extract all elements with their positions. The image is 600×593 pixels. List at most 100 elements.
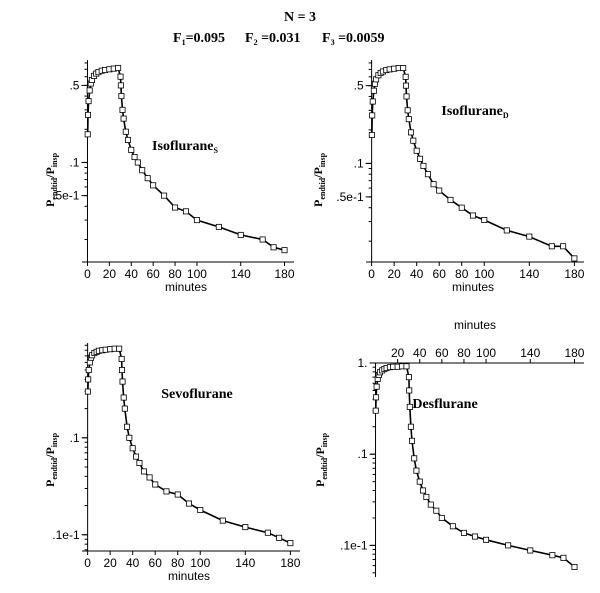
x-tick-label: 140 xyxy=(520,346,540,360)
x-tick-label: 40 xyxy=(410,267,424,281)
data-point xyxy=(436,187,443,194)
data-point xyxy=(139,167,146,174)
x-tick-label: 80 xyxy=(171,556,185,570)
x-tick-label: 20 xyxy=(391,346,405,360)
x-tick-label: 60 xyxy=(149,556,163,570)
x-tick-label: 100 xyxy=(187,267,207,281)
data-point xyxy=(369,98,376,105)
data-point xyxy=(560,554,567,561)
y-tick-label: .5 xyxy=(69,78,79,92)
data-point xyxy=(433,507,440,514)
data-point xyxy=(270,244,277,251)
data-point xyxy=(85,98,92,105)
x-tick-label: 140 xyxy=(519,267,539,281)
data-point xyxy=(118,93,125,100)
x-tick-label: 80 xyxy=(168,267,182,281)
x-tick-label: 20 xyxy=(387,267,401,281)
data-point xyxy=(405,374,412,381)
y-tick-label: .1e-1 xyxy=(52,528,80,542)
data-point xyxy=(430,181,437,188)
data-point xyxy=(527,547,534,554)
data-point xyxy=(420,487,427,494)
data-point xyxy=(571,563,578,570)
x-tick-label: 60 xyxy=(146,267,160,281)
header-n: N = 3 xyxy=(284,10,316,25)
chart-panel-2: 0 20 40 60 80 100 140 180 .5 .1 .5e-1 minutes Isoflu… xyxy=(311,60,585,294)
x-tick-label: 40 xyxy=(126,556,140,570)
data-point xyxy=(136,459,143,466)
data-point xyxy=(368,132,375,139)
data-point xyxy=(119,106,126,113)
data-point xyxy=(197,507,204,514)
y-axis-label: Pendtid/Pinsp xyxy=(43,152,59,207)
data-point xyxy=(276,534,283,541)
x-tick-label: 0 xyxy=(84,556,91,570)
x-axis-label: minutes xyxy=(168,569,210,583)
data-point xyxy=(117,73,124,80)
data-point xyxy=(161,192,168,199)
data-point xyxy=(163,488,170,495)
panel-title: IsofluraneD xyxy=(441,104,508,120)
data-point xyxy=(372,407,379,414)
data-point xyxy=(481,217,488,224)
x-tick-label: 100 xyxy=(476,346,496,360)
y-tick-label: .5 xyxy=(354,79,364,93)
data-point xyxy=(185,500,192,507)
x-tick-label: 80 xyxy=(455,267,469,281)
x-axis-label: minutes xyxy=(452,280,494,294)
data-point xyxy=(405,116,412,123)
fit-line xyxy=(371,67,575,259)
data-point xyxy=(122,128,129,135)
x-tick-label: 0 xyxy=(368,267,375,281)
data-point xyxy=(219,517,226,524)
x-tick-label: 60 xyxy=(433,267,447,281)
chart-panel-3: 0 20 40 60 80 100 140 180 .1 .1e-1 minutes Sevoflur… xyxy=(43,343,301,583)
panels: 0 20 40 60 80 100 140 180 .5 .1 .5e-1 minutes Isoflu… xyxy=(43,60,585,583)
data-point xyxy=(134,159,141,166)
data-point xyxy=(373,383,380,390)
data-point xyxy=(370,87,377,94)
data-point xyxy=(410,137,417,144)
data-point xyxy=(124,423,131,430)
y-tick-label: .1 xyxy=(358,447,368,461)
data-point xyxy=(281,247,288,254)
data-point xyxy=(264,529,271,536)
data-point xyxy=(133,453,140,460)
x-tick-label: 40 xyxy=(125,267,139,281)
header-f2: F2 =0.031 xyxy=(245,31,301,47)
data-point xyxy=(526,233,533,240)
data-point xyxy=(242,524,249,531)
data-point xyxy=(182,208,189,215)
data-point xyxy=(116,345,123,352)
data-point xyxy=(549,552,556,559)
data-point xyxy=(85,111,92,118)
data-point xyxy=(85,376,92,383)
x-tick-label: 140 xyxy=(235,556,255,570)
data-point xyxy=(140,468,147,475)
data-point xyxy=(84,131,91,138)
data-point xyxy=(174,491,181,498)
data-point xyxy=(152,481,159,488)
chart-panel-1: 0 20 40 60 80 100 140 180 .5 .1 .5e-1 minutes Isoflu… xyxy=(43,60,295,294)
x-tick-label: 20 xyxy=(103,267,117,281)
data-point xyxy=(420,162,427,169)
data-point xyxy=(117,82,124,89)
data-point xyxy=(373,394,380,401)
fit-line xyxy=(86,66,285,251)
data-point xyxy=(571,255,578,262)
data-point xyxy=(403,93,410,100)
data-point xyxy=(548,243,555,250)
data-point xyxy=(423,493,430,500)
data-point xyxy=(406,387,413,394)
data-point xyxy=(85,367,92,374)
data-point xyxy=(406,403,413,410)
fit-line xyxy=(87,347,291,544)
header-f1: F1=0.095 xyxy=(173,31,225,47)
y-tick-label: .1 xyxy=(70,431,80,445)
data-point xyxy=(259,236,266,243)
data-point xyxy=(483,536,490,543)
y-tick-label: .5e-1 xyxy=(52,189,80,203)
data-point xyxy=(124,136,131,143)
x-tick-label: 180 xyxy=(564,267,584,281)
data-point xyxy=(408,129,415,136)
